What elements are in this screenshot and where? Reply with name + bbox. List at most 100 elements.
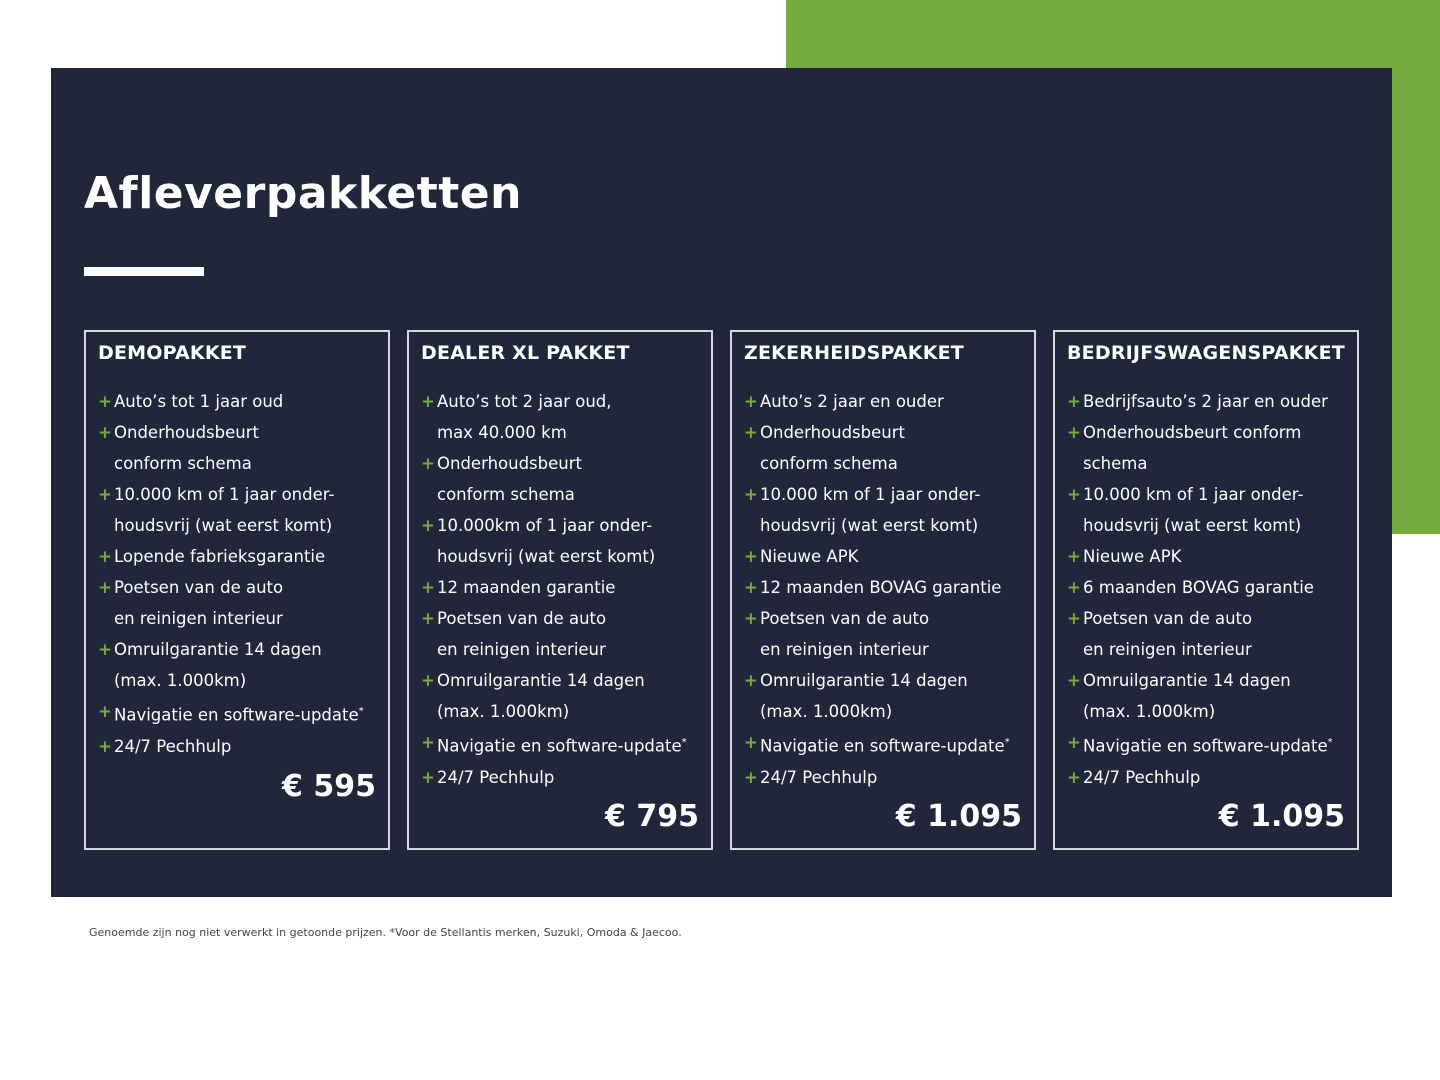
plus-icon: +	[744, 733, 758, 752]
plus-icon: +	[1067, 767, 1081, 787]
package-feature: + Onderhoudsbeurt conform schema	[744, 417, 1022, 479]
plus-icon: +	[1067, 485, 1081, 504]
package-feature: + Bedrijfsauto’s 2 jaar en ouder	[1067, 386, 1345, 417]
package-feature: +10.000 km of 1 jaar onder-houdsvrij (wa…	[744, 479, 1022, 541]
plus-icon: +	[98, 578, 112, 597]
package-feature: + Poetsen van de auto en reinigen interieu…	[421, 603, 699, 665]
package-feature: + Onderhoudsbeurt conform schema	[98, 417, 376, 479]
feature-text: en reinigen interieur	[760, 640, 929, 659]
plus-icon: +	[98, 423, 112, 442]
package-feature: + Auto’s tot 2 jaar oud, max 40.000 km	[421, 386, 699, 448]
plus-icon: +	[744, 671, 758, 690]
plus-icon: +	[421, 516, 435, 535]
package-name: ZEKERHEIDSPAKKET	[744, 342, 964, 364]
plus-icon: +	[1067, 423, 1081, 442]
package-price: € 1.095	[895, 799, 1022, 834]
package-feature: + Navigatie en software-update*	[421, 727, 699, 762]
feature-text: Lopende fabrieksgarantie	[114, 547, 326, 566]
plus-icon: +	[421, 578, 435, 597]
feature-text: conform schema	[114, 454, 252, 473]
package-feature: + Navigatie en software-update*	[744, 727, 1022, 762]
feature-text: 12 maanden BOVAG garantie	[760, 578, 1002, 597]
plus-icon: +	[421, 454, 435, 473]
package-feature: +24/7 Pechhulp	[98, 731, 376, 762]
package-card: BEDRIJFSWAGENSPAKKET + Bedrijfsauto’s 2 ja…	[1053, 330, 1359, 850]
package-feature: +10.000 km of 1 jaar onder-houdsvrij (wa…	[98, 479, 376, 541]
feature-text: Navigatie en software-update	[437, 736, 682, 756]
feature-text: Omruilgarantie 14 dagen	[1083, 671, 1291, 690]
plus-icon: +	[744, 547, 758, 566]
plus-icon: +	[1067, 609, 1081, 628]
package-feature: +12 maanden BOVAG garantie	[744, 572, 1022, 603]
feature-text: 24/7 Pechhulp	[760, 767, 878, 787]
plus-icon: +	[744, 609, 758, 628]
feature-text: Auto’s 2 jaar en ouder	[760, 392, 944, 411]
package-card: ZEKERHEIDSPAKKET + Auto’s 2 jaar en ouder +…	[730, 330, 1036, 850]
feature-text: Poetsen van de auto	[437, 609, 607, 628]
package-name: DEALER XL PAKKET	[421, 342, 630, 364]
feature-text: 24/7 Pechhulp	[114, 736, 232, 756]
feature-text: houdsvrij (wat eerst komt)	[437, 547, 656, 566]
plus-icon: +	[744, 485, 758, 504]
title-underline	[84, 267, 204, 276]
package-feature: + Onderhoudsbeurt conform schema	[421, 448, 699, 510]
feature-text: houdsvrij (wat eerst komt)	[1083, 516, 1302, 535]
feature-text: 10.000 km of 1 jaar onder-	[1083, 485, 1304, 504]
feature-text: Auto’s tot 1 jaar oud	[114, 392, 284, 411]
footnote: Genoemde zijn nog niet verwerkt in getoo…	[89, 926, 682, 939]
feature-text: Navigatie en software-update	[760, 736, 1005, 756]
package-feature: +24/7 Pechhulp	[1067, 762, 1345, 793]
feature-text: en reinigen interieur	[437, 640, 606, 659]
package-feature: + Poetsen van de auto en reinigen interieu…	[98, 572, 376, 634]
page-title: Afleverpakketten	[84, 168, 522, 219]
feature-text: Omruilgarantie 14 dagen	[114, 640, 322, 659]
feature-text: en reinigen interieur	[1083, 640, 1252, 659]
feature-text: 10.000 km of 1 jaar onder-	[114, 485, 335, 504]
package-feature: + Lopende fabrieksgarantie	[98, 541, 376, 572]
plus-icon: +	[1067, 733, 1081, 752]
package-feature: + Omruilgarantie 14 dagen (max. 1.000km)	[1067, 665, 1345, 727]
plus-icon: +	[1067, 392, 1081, 411]
package-price: € 1.095	[1218, 799, 1345, 834]
feature-text: Poetsen van de auto	[760, 609, 930, 628]
package-feature: +6 maanden BOVAG garantie	[1067, 572, 1345, 603]
plus-icon: +	[98, 736, 112, 756]
plus-icon: +	[1067, 671, 1081, 690]
feature-text: (max. 1.000km)	[437, 702, 570, 721]
feature-text: (max. 1.000km)	[760, 702, 893, 721]
feature-text: schema	[1083, 454, 1148, 473]
plus-icon: +	[744, 767, 758, 787]
packages-panel: Afleverpakketten DEMOPAKKET + Auto’s tot 1…	[51, 68, 1392, 897]
feature-text: 6 maanden BOVAG garantie	[1083, 578, 1314, 597]
plus-icon: +	[1067, 547, 1081, 566]
package-feature: +12 maanden garantie	[421, 572, 699, 603]
plus-icon: +	[98, 640, 112, 659]
plus-icon: +	[98, 702, 112, 721]
package-feature: + Auto’s 2 jaar en ouder	[744, 386, 1022, 417]
feature-text: Auto’s tot 2 jaar oud,	[437, 392, 612, 411]
package-feature: + Omruilgarantie 14 dagen (max. 1.000km)	[98, 634, 376, 696]
plus-icon: +	[421, 671, 435, 690]
feature-text: Poetsen van de auto	[114, 578, 284, 597]
feature-text: Navigatie en software-update	[1083, 736, 1328, 756]
feature-text: Onderhoudsbeurt	[114, 423, 259, 442]
plus-icon: +	[421, 767, 435, 787]
package-feature: +24/7 Pechhulp	[421, 762, 699, 793]
package-name: BEDRIJFSWAGENSPAKKET	[1067, 342, 1345, 364]
feature-text: 24/7 Pechhulp	[1083, 767, 1201, 787]
plus-icon: +	[744, 392, 758, 411]
feature-text: houdsvrij (wat eerst komt)	[114, 516, 333, 535]
package-feature: + Auto’s tot 1 jaar oud	[98, 386, 376, 417]
feature-text: conform schema	[760, 454, 898, 473]
footnote-marker: *	[681, 737, 687, 748]
plus-icon: +	[1067, 578, 1081, 597]
feature-text: Bedrijfsauto’s 2 jaar en ouder	[1083, 392, 1328, 411]
footnote-marker: *	[1004, 737, 1010, 748]
package-feature: + Omruilgarantie 14 dagen (max. 1.000km)	[744, 665, 1022, 727]
plus-icon: +	[421, 733, 435, 752]
package-feature: + Nieuwe APK	[744, 541, 1022, 572]
package-feature: + Poetsen van de auto en reinigen interieu…	[1067, 603, 1345, 665]
feature-text: max 40.000 km	[437, 423, 567, 442]
feature-text: Omruilgarantie 14 dagen	[760, 671, 968, 690]
feature-text: Poetsen van de auto	[1083, 609, 1253, 628]
